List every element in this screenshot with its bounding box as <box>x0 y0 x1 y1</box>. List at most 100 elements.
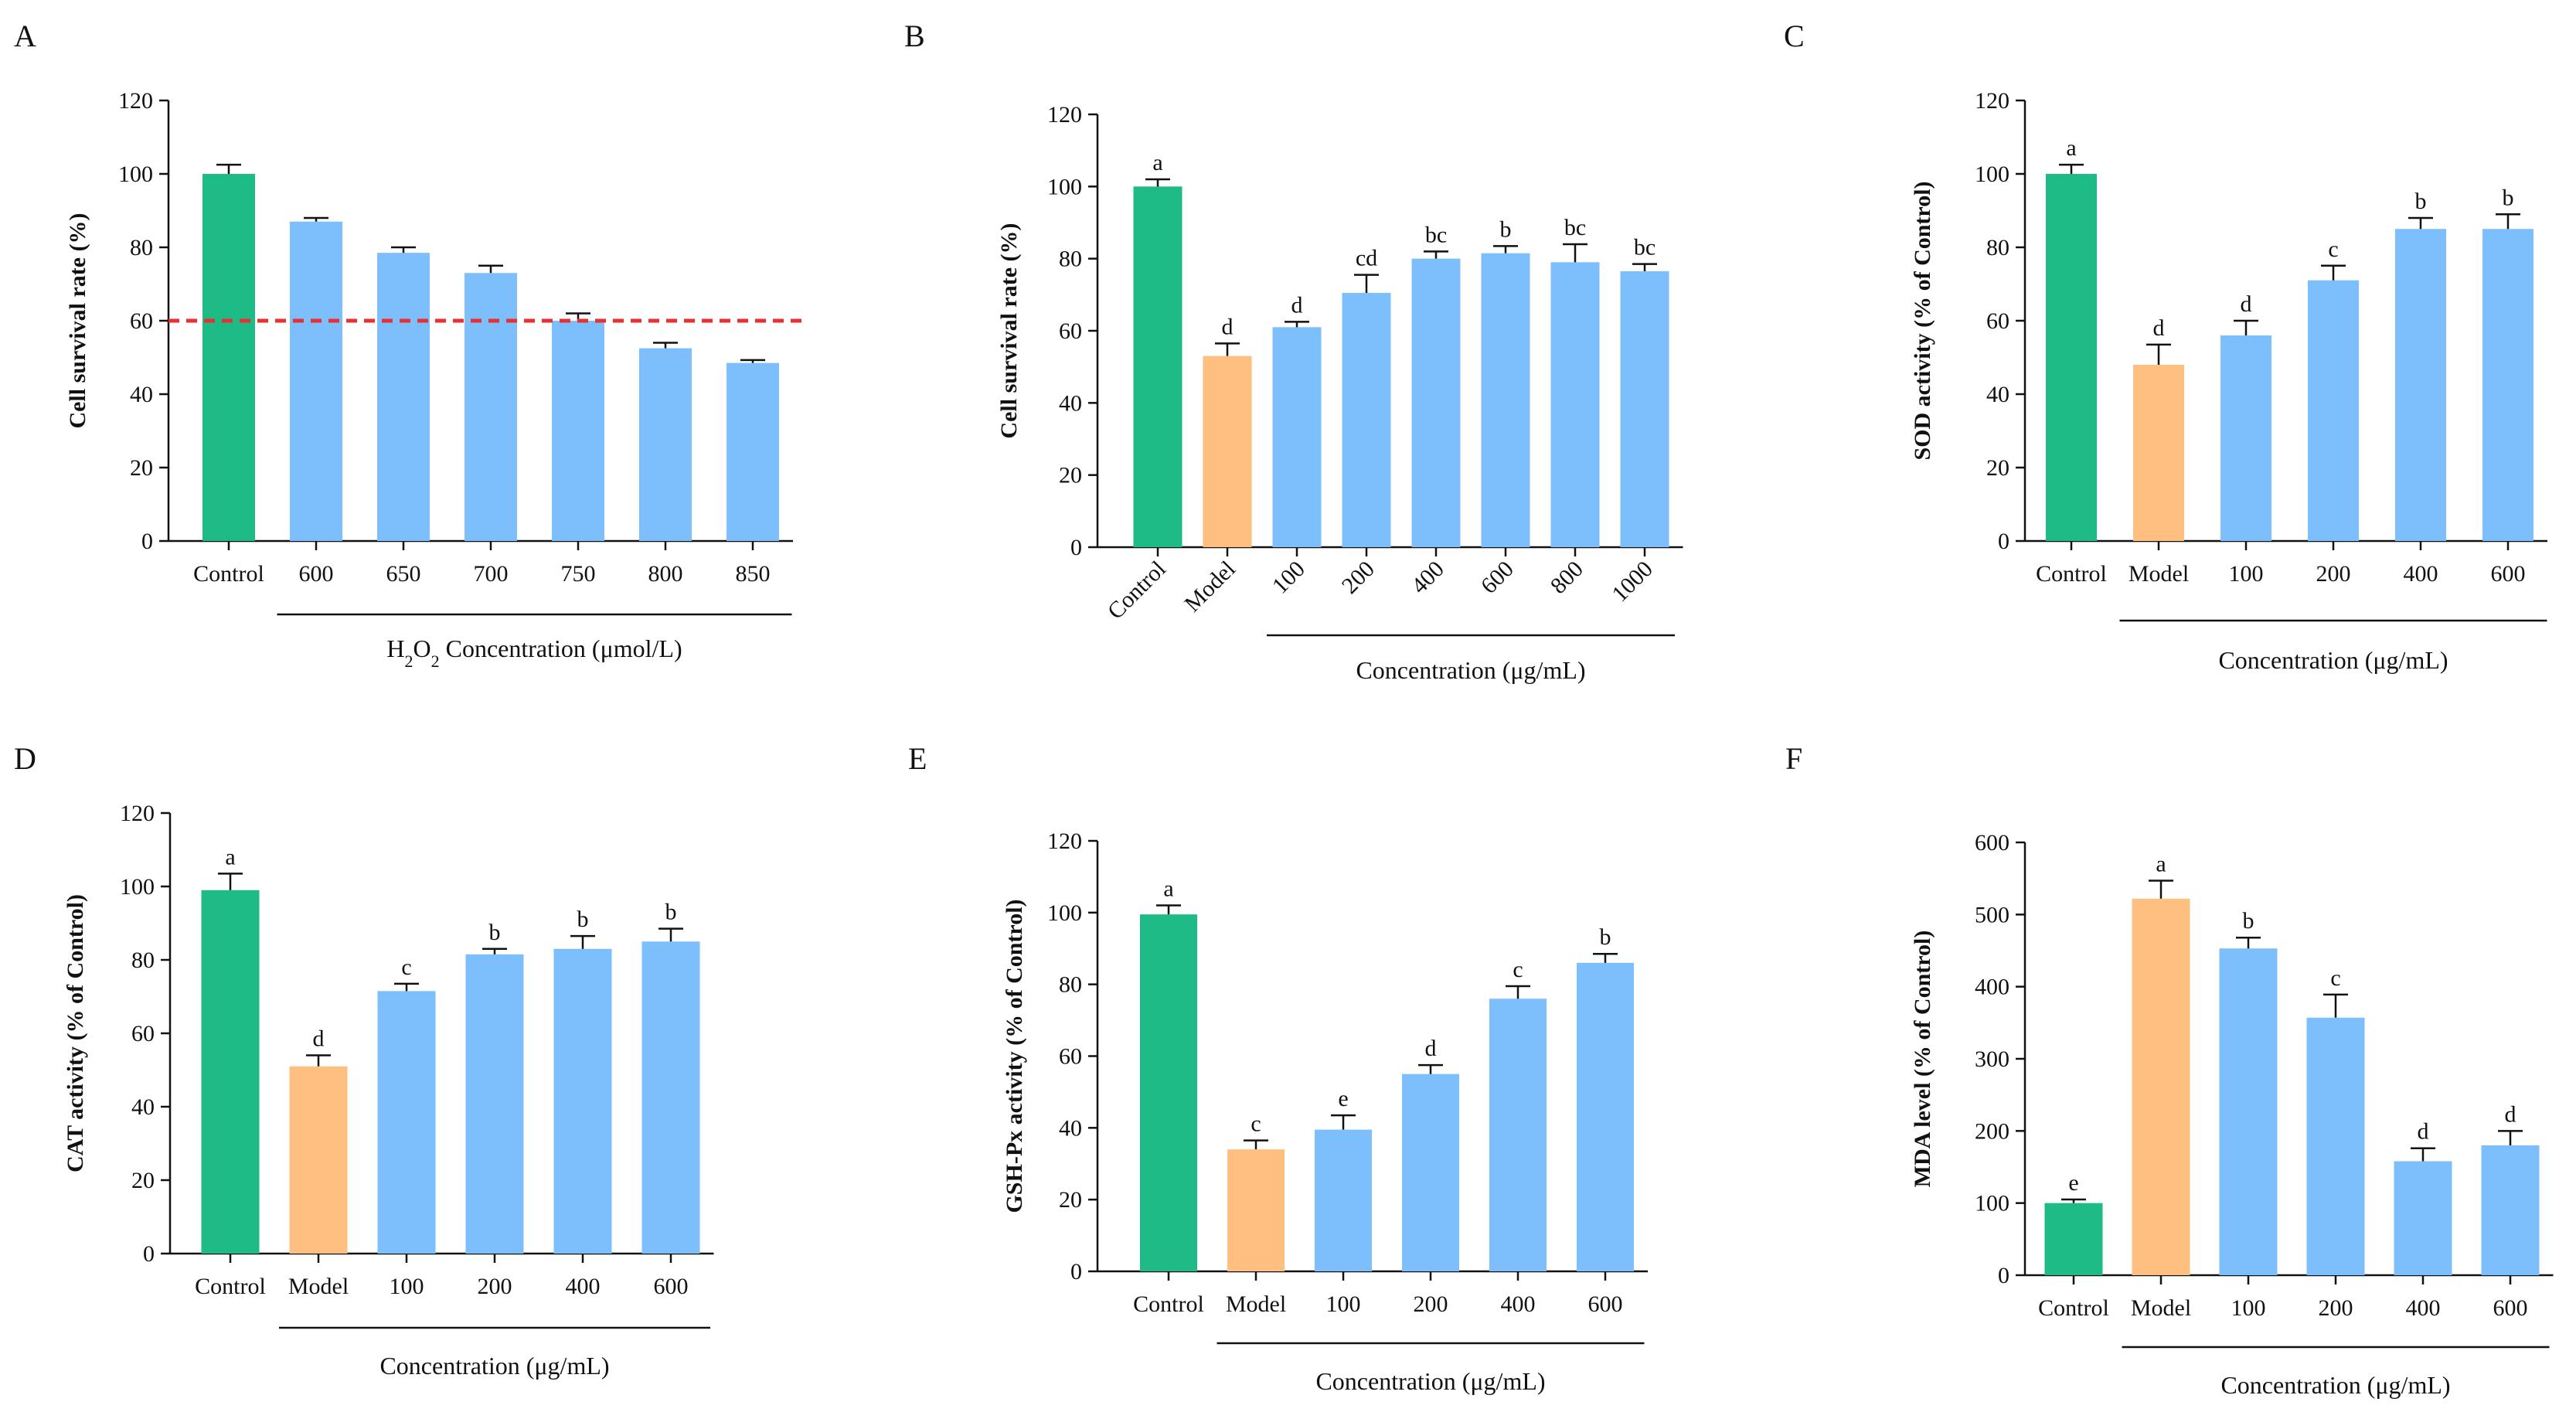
pe-significance-label: c <box>1513 957 1523 982</box>
pf-error-bar <box>2323 993 2348 1018</box>
pd-x-tick-label: Model <box>288 1274 349 1299</box>
pf-bar-3 <box>2219 948 2278 1275</box>
pe-y-tick-label: 120 <box>1047 828 1082 854</box>
pc-error-bar <box>2496 213 2520 230</box>
pe-y-tick-label: 80 <box>1059 972 1082 998</box>
panel-letter-c: C <box>1784 19 1805 53</box>
pe-x-tick-label: 100 <box>1326 1291 1361 1317</box>
pa-error-bar <box>216 163 241 174</box>
pa-bar-1 <box>202 174 255 541</box>
pd-y-tick-label: 120 <box>120 801 155 826</box>
panel-letter-a: A <box>14 19 36 53</box>
pe-error-bar <box>1593 952 1618 963</box>
pa-y-tick-label: 80 <box>130 235 153 260</box>
pd-error-bar <box>482 948 507 954</box>
pb-y-tick-label: 80 <box>1059 247 1082 272</box>
pc-bar-2 <box>2133 365 2184 541</box>
pd-y-tick-label: 20 <box>131 1168 155 1193</box>
pb-significance-label: bc <box>1425 222 1447 247</box>
pf-x-tick-label: Model <box>2131 1295 2191 1321</box>
pb-significance-label: a <box>1152 150 1162 175</box>
pb-error-bar <box>1145 178 1170 187</box>
pf-significance-label: d <box>2418 1119 2429 1145</box>
pe-error-bar <box>1156 904 1181 915</box>
pd-bar-2 <box>289 1066 348 1254</box>
pc-significance-label: c <box>2328 236 2338 262</box>
pb-y-axis-title: Cell survival rate (%) <box>996 223 1022 438</box>
pb-bar-6 <box>1481 253 1530 547</box>
pf-y-tick-label: 300 <box>1975 1046 2009 1072</box>
panel-b: B 0 20 40 60 80 100 120 Cell survival rate (%) a… <box>904 19 1683 684</box>
pc-x-tick-label: 200 <box>2316 561 2351 587</box>
pe-x-tick-label: Model <box>1226 1291 1286 1317</box>
panel-e: E 0 20 40 60 80 100 120 GSH-Px activity (% of C… <box>908 741 1648 1395</box>
pc-bar-6 <box>2482 229 2533 541</box>
pf-x-axis-title: Concentration (μg/mL) <box>2220 1371 2450 1399</box>
pd-bar-4 <box>465 954 524 1254</box>
pe-bar-3 <box>1315 1129 1372 1271</box>
pd-x-axis-title: Concentration (μg/mL) <box>379 1352 609 1380</box>
pb-error-bar <box>1632 263 1657 271</box>
pa-error-bar <box>478 264 503 274</box>
pf-y-tick-label: 500 <box>1975 902 2009 927</box>
pd-y-tick-label: 40 <box>131 1094 155 1120</box>
pf-significance-label: a <box>2156 851 2166 876</box>
pc-significance-label: b <box>2503 185 2514 210</box>
pd-y-tick-label: 80 <box>131 948 155 973</box>
pc-significance-label: d <box>2153 315 2165 341</box>
pa-y-tick-label: 120 <box>118 88 153 114</box>
pa-x-tick-label: 800 <box>648 561 683 587</box>
pb-significance-label: d <box>1222 314 1234 339</box>
panel-letter-e: E <box>908 741 927 776</box>
pb-bar-4 <box>1342 293 1391 547</box>
pb-significance-label: cd <box>1356 246 1377 271</box>
pf-error-bar <box>2061 1198 2086 1203</box>
pa-x-tick-label: 750 <box>561 561 596 587</box>
pb-x-axis-title: Concentration (μg/mL) <box>1356 656 1585 684</box>
pa-y-tick-label: 40 <box>130 382 153 407</box>
pc-x-tick-label: 600 <box>2491 561 2526 587</box>
pd-error-bar <box>570 934 595 949</box>
pf-y-axis-title: MDA level (% of Control) <box>1910 931 1935 1188</box>
pd-significance-label: b <box>577 907 589 932</box>
pf-significance-label: d <box>2505 1101 2516 1127</box>
pc-x-tick-label: 400 <box>2404 561 2438 587</box>
pe-error-bar <box>1506 985 1530 999</box>
pa-error-bar <box>304 216 328 222</box>
pc-error-bar <box>2059 163 2084 174</box>
pf-x-tick-label: 100 <box>2231 1295 2266 1321</box>
pa-y-tick-label: 20 <box>130 455 153 481</box>
pb-bar-3 <box>1272 327 1322 547</box>
pb-significance-label: bc <box>1564 215 1586 240</box>
pd-error-bar <box>394 982 419 992</box>
pa-x-tick-label: 850 <box>736 561 771 587</box>
pa-x-tick-label: 600 <box>299 561 334 587</box>
pb-bar-7 <box>1550 262 1600 547</box>
pd-y-tick-label: 0 <box>143 1241 155 1267</box>
pb-bar-8 <box>1620 271 1669 547</box>
pd-x-tick-label: 100 <box>390 1274 424 1299</box>
pd-error-bar <box>658 927 683 942</box>
pc-y-axis-title: SOD activity (% of Control) <box>1910 181 1935 460</box>
panel-letter-b: B <box>904 19 925 53</box>
pa-error-bar <box>653 342 678 349</box>
pc-x-axis-title: Concentration (μg/mL) <box>2218 646 2448 674</box>
pc-bar-3 <box>2220 335 2271 541</box>
pd-error-bar <box>218 873 243 890</box>
pc-y-tick-label: 20 <box>1986 455 2009 481</box>
pe-significance-label: a <box>1163 876 1173 902</box>
pe-significance-label: b <box>1600 924 1611 950</box>
pf-bar-4 <box>2306 1017 2365 1275</box>
pd-x-tick-label: 400 <box>566 1274 601 1299</box>
pa-y-axis-title: Cell survival rate (%) <box>65 213 90 428</box>
panel-d: D 0 20 40 60 80 100 120 CAT activity (% of Cont… <box>14 741 714 1380</box>
pe-x-tick-label: 600 <box>1588 1291 1623 1317</box>
pe-error-bar <box>1244 1139 1268 1150</box>
pe-error-bar <box>1418 1063 1443 1074</box>
pd-significance-label: c <box>401 954 411 980</box>
pe-bar-1 <box>1140 914 1197 1271</box>
pa-x-axis-title: H2O2 Concentration (μmol/L) <box>386 635 682 671</box>
pf-x-tick-label: Control <box>2038 1295 2109 1321</box>
pa-x-tick-label: Control <box>193 561 264 587</box>
